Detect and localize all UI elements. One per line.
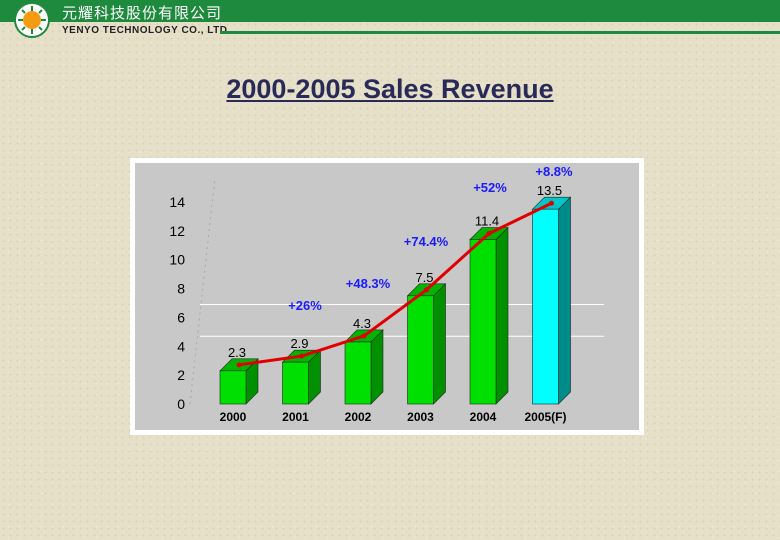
y-tick-label: 8 (177, 281, 185, 297)
y-tick-label: 4 (177, 338, 185, 354)
header-rule (220, 31, 780, 34)
x-tick-label: 2001 (282, 410, 309, 424)
bar-side (370, 329, 384, 405)
page-title-wrap: 2000-2005 Sales Revenue (0, 74, 780, 105)
trend-point (299, 353, 304, 359)
company-logo-icon (14, 2, 50, 38)
company-name-english: YENYO TECHNOLOGY CO., LTD. (62, 25, 231, 36)
y-tick-label: 6 (177, 309, 185, 325)
value-label: 13.5 (537, 183, 562, 198)
x-tick-label: 2005(F) (524, 410, 566, 424)
trend-point (486, 231, 492, 237)
header-bar (0, 0, 780, 22)
bar (344, 341, 372, 405)
bar-side (558, 196, 571, 405)
y-tick-label: 14 (169, 194, 185, 210)
trend-point (361, 333, 367, 339)
trend-point (424, 287, 429, 293)
x-tick-label: 2004 (470, 410, 497, 424)
bar (407, 295, 434, 405)
x-tick-label: 2003 (407, 410, 434, 424)
growth-label: +8.8% (535, 164, 573, 179)
value-label: 2.3 (228, 345, 246, 360)
y-tick-label: 0 (177, 396, 185, 412)
y-tick-label: 10 (169, 252, 185, 268)
value-label: 7.5 (415, 270, 433, 285)
page-title: 2000-2005 Sales Revenue (226, 74, 554, 104)
y-tick-label: 2 (177, 367, 185, 383)
x-tick-label: 2000 (220, 410, 247, 424)
value-label: 2.9 (290, 336, 308, 351)
axis-depth-line (189, 177, 216, 405)
growth-label: +26% (288, 298, 322, 313)
company-name-chinese: 元耀科技股份有限公司 (62, 4, 223, 22)
trend-point (236, 362, 242, 368)
header: 元耀科技股份有限公司 YENYO TECHNOLOGY CO., LTD. (0, 0, 780, 40)
value-label: 4.3 (353, 316, 371, 331)
growth-label: +52% (473, 180, 507, 195)
bar (219, 370, 247, 405)
bar (469, 239, 497, 405)
trend-point (549, 200, 554, 206)
value-label: 11.4 (475, 214, 499, 229)
bar (282, 361, 309, 405)
x-tick-label: 2002 (345, 410, 372, 424)
trend-line (238, 201, 553, 367)
bar-side (433, 283, 446, 405)
bar-side (495, 226, 509, 405)
y-tick-label: 12 (169, 223, 185, 239)
growth-label: +48.3% (346, 276, 391, 291)
bar (532, 208, 559, 405)
growth-label: +74.4% (404, 234, 449, 249)
